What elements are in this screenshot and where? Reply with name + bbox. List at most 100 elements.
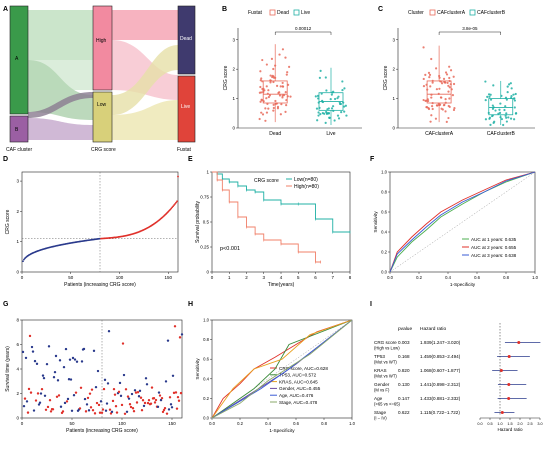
forest-row-hr-text: 1.459(0.853−2.494) bbox=[420, 354, 461, 359]
forest-plot-i: pvalue Hazard ratio CRG score(High vs Low)… bbox=[374, 323, 543, 432]
jitter-point bbox=[272, 80, 275, 84]
jitter-point bbox=[315, 107, 319, 110]
survival-point bbox=[129, 405, 133, 409]
survival-point bbox=[69, 378, 73, 381]
sankey-node-high bbox=[92, 5, 113, 91]
jitter-point bbox=[284, 56, 287, 59]
jitter-point bbox=[427, 71, 431, 74]
panel-letter-f: F bbox=[370, 156, 375, 163]
y-tick-label: 2 bbox=[232, 67, 235, 72]
sankey-flow-high-live bbox=[112, 40, 178, 100]
x-axis-label: Hazard ratio bbox=[497, 427, 522, 432]
jitter-point bbox=[512, 97, 515, 100]
survival-point bbox=[132, 410, 136, 413]
survival-point bbox=[164, 380, 168, 383]
jitter-point bbox=[264, 107, 267, 110]
survival-point bbox=[104, 409, 108, 412]
panel-letter-c: C bbox=[378, 6, 383, 13]
jitter-point bbox=[513, 106, 516, 109]
legend-label: CAFclusterA bbox=[437, 10, 466, 16]
survival-point bbox=[21, 350, 25, 354]
y-axis-label: Sensitivity bbox=[195, 358, 200, 380]
survival-point bbox=[91, 408, 95, 412]
sankey-axis-caf: CAF cluster bbox=[6, 147, 32, 153]
x-tick-label: 0.8 bbox=[321, 421, 327, 426]
survival-point bbox=[110, 410, 114, 414]
survival-point bbox=[97, 403, 101, 407]
survival-point bbox=[23, 397, 27, 400]
survival-point bbox=[55, 395, 59, 399]
jitter-point bbox=[434, 67, 438, 70]
survival-point bbox=[68, 358, 72, 361]
survival-point bbox=[121, 342, 125, 345]
survival-point bbox=[178, 336, 182, 339]
jitter-point bbox=[324, 121, 327, 124]
jitter-point bbox=[343, 87, 346, 90]
forest-point bbox=[507, 355, 511, 358]
y-axis-label: CRG score bbox=[383, 65, 389, 90]
roc-curve bbox=[389, 171, 536, 273]
survival-point bbox=[128, 403, 132, 406]
jitter-point bbox=[268, 94, 272, 97]
survival-point bbox=[118, 381, 122, 385]
jitter-point bbox=[428, 73, 432, 76]
x-tick-label: 50 bbox=[69, 421, 75, 426]
x-tick-label: 0.8 bbox=[503, 275, 509, 280]
legend-label: Live bbox=[301, 10, 310, 16]
survival-point bbox=[29, 391, 33, 394]
x-tick-label: 0.4 bbox=[265, 421, 271, 426]
jitter-point bbox=[326, 108, 329, 111]
jitter-point bbox=[425, 106, 429, 109]
jitter-point bbox=[260, 77, 263, 80]
survival-point bbox=[105, 402, 109, 405]
survival-point bbox=[114, 405, 118, 408]
survival-point bbox=[134, 391, 138, 394]
survival-point bbox=[106, 382, 110, 385]
survival-point bbox=[131, 407, 135, 410]
jitter-point bbox=[274, 99, 277, 103]
jitter-point bbox=[492, 84, 495, 87]
survival-point bbox=[112, 387, 116, 391]
jitter-point bbox=[280, 103, 283, 106]
survival-point bbox=[107, 330, 111, 333]
survival-point bbox=[92, 349, 96, 353]
y-tick-label: 0.2 bbox=[203, 396, 209, 401]
jitter-point bbox=[497, 112, 500, 115]
y-tick-label: 0 bbox=[206, 270, 209, 275]
survival-point bbox=[180, 333, 184, 336]
survival-point bbox=[100, 411, 104, 414]
survival-point bbox=[49, 410, 53, 413]
plot-frame bbox=[211, 171, 351, 273]
y-tick-label: 0.8 bbox=[203, 337, 209, 342]
y-tick-label: 0.4 bbox=[381, 230, 387, 235]
survival-point bbox=[24, 356, 28, 360]
y-tick-label: 3 bbox=[392, 37, 395, 42]
panel-letter-b: B bbox=[222, 6, 227, 13]
jitter-point bbox=[504, 105, 507, 108]
jitter-point bbox=[443, 103, 446, 107]
jitter-point bbox=[489, 123, 492, 126]
y-tick-label: 0.0 bbox=[203, 416, 209, 421]
forest-row-sublabel: (I − IV) bbox=[374, 416, 387, 421]
y-tick-label: 2 bbox=[16, 209, 19, 214]
jitter-point bbox=[509, 117, 513, 120]
jitter-point bbox=[451, 94, 455, 97]
survival-point bbox=[44, 408, 48, 411]
y-tick-label: 3 bbox=[16, 179, 19, 184]
legend-title: Fustat bbox=[248, 10, 263, 16]
y-tick-label: 0.8 bbox=[381, 190, 387, 195]
jitter-point bbox=[284, 110, 287, 113]
jitter-point bbox=[278, 53, 281, 56]
jitter-point bbox=[333, 119, 336, 122]
forest-row-sublabel: (Mut vs WT) bbox=[374, 360, 397, 365]
survival-point bbox=[46, 405, 50, 409]
survival-point bbox=[139, 396, 143, 399]
pvalue-bracket bbox=[438, 31, 501, 35]
jitter-point bbox=[430, 96, 433, 99]
x-tick-label: 0.5 bbox=[487, 422, 492, 426]
sankey-flow-a-high-2 bbox=[28, 60, 93, 90]
jitter-point bbox=[488, 95, 491, 98]
jitter-point bbox=[422, 46, 425, 49]
jitter-point bbox=[447, 90, 450, 93]
